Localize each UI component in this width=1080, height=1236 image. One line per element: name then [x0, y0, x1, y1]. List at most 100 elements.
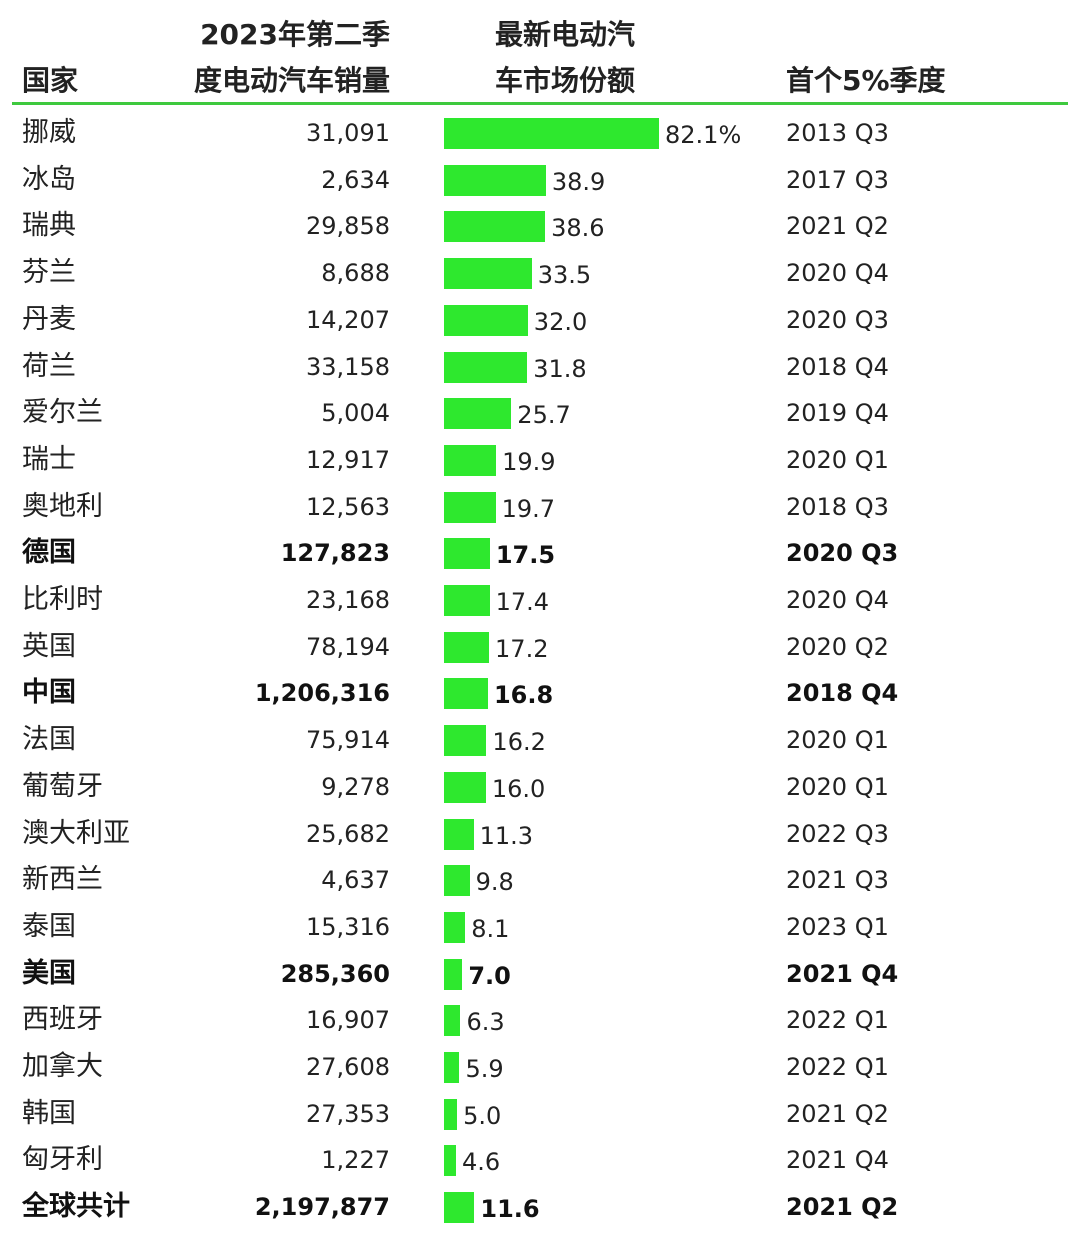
- sales-value: 78,194: [306, 632, 390, 661]
- first-quarter-value: 2020 Q1: [786, 726, 889, 755]
- share-label: 4.6: [462, 1148, 501, 1177]
- first-quarter-value: 2021 Q2: [786, 212, 889, 241]
- first-quarter-value: 2020 Q2: [786, 632, 889, 661]
- sales-value: 25,682: [306, 819, 390, 848]
- country-label: 英国: [22, 630, 76, 662]
- sales-value: 12,563: [306, 492, 390, 521]
- first-quarter-value: 2018 Q3: [786, 492, 889, 521]
- share-label: 11.6: [480, 1195, 540, 1224]
- country-label: 全球共计: [22, 1191, 130, 1223]
- share-bar: [444, 258, 532, 290]
- share-bar: [444, 538, 490, 570]
- table-row: 挪威 31,091 82.1% 2013 Q3: [0, 110, 1080, 157]
- country-label: 荷兰: [22, 350, 76, 382]
- header-country: 国家: [22, 64, 79, 97]
- table-row: 瑞士 12,917 19.9 2020 Q1: [0, 437, 1080, 484]
- first-quarter-value: 2021 Q3: [786, 866, 889, 895]
- share-label: 8.1: [471, 914, 510, 943]
- sales-value: 8,688: [321, 259, 390, 288]
- share-bar: [444, 398, 512, 430]
- sales-value: 12,917: [306, 445, 390, 474]
- country-label: 爱尔兰: [22, 397, 103, 429]
- country-label: 瑞士: [22, 443, 76, 475]
- table-row: 冰岛 2,634 38.9 2017 Q3: [0, 157, 1080, 204]
- share-bar: [444, 491, 496, 523]
- first-quarter-value: 2021 Q4: [786, 959, 899, 988]
- country-label: 冰岛: [22, 163, 76, 195]
- table-row: 芬兰 8,688 33.5 2020 Q4: [0, 250, 1080, 297]
- share-label: 17.5: [495, 541, 556, 570]
- share-label: 5.9: [465, 1055, 504, 1083]
- share-bar: [444, 911, 466, 943]
- share-label: 31.8: [533, 354, 587, 383]
- sales-value: 2,634: [321, 165, 390, 194]
- sales-value: 27,608: [306, 1053, 390, 1081]
- first-quarter-value: 2020 Q1: [786, 445, 889, 474]
- first-quarter-value: 2020 Q4: [786, 259, 889, 288]
- share-bar: [444, 118, 659, 149]
- country-label: 中国: [22, 677, 76, 709]
- sales-value: 1,206,316: [254, 679, 390, 708]
- table-row: 澳大利亚 25,682 11.3 2022 Q3: [0, 811, 1080, 858]
- country-label: 挪威: [22, 117, 76, 148]
- first-quarter-value: 2022 Q3: [786, 819, 889, 848]
- share-bar: [444, 1098, 458, 1130]
- first-quarter-value: 2021 Q2: [786, 1099, 889, 1128]
- sales-value: 14,207: [306, 305, 390, 334]
- share-label: 16.0: [491, 774, 546, 803]
- share-label: 11.3: [479, 821, 534, 850]
- table-row: 法国 75,914 16.2 2020 Q1: [0, 717, 1080, 764]
- share-label: 17.2: [495, 634, 549, 663]
- share-label: 7.0: [468, 961, 511, 990]
- country-label: 韩国: [22, 1097, 76, 1129]
- table-row: 瑞典 29,858 38.6 2021 Q2: [0, 203, 1080, 250]
- header-rule: [12, 102, 1068, 105]
- share-bar: [444, 164, 546, 196]
- first-quarter-value: 2020 Q1: [786, 772, 889, 801]
- sales-value: 1,227: [321, 1146, 390, 1175]
- share-bar: [444, 725, 487, 757]
- header-sales-line2: 度电动汽车销量: [193, 64, 390, 97]
- header-first-quarter: 首个5%季度: [786, 64, 946, 97]
- sales-value: 2,197,877: [254, 1193, 390, 1222]
- first-quarter-value: 2021 Q4: [786, 1146, 889, 1175]
- table-row: 匈牙利 1,227 4.6 2021 Q4: [0, 1137, 1080, 1184]
- table-row: 全球共计 2,197,877 11.6 2021 Q2: [0, 1184, 1080, 1231]
- first-quarter-value: 2020 Q3: [786, 539, 899, 568]
- share-bar: [444, 351, 528, 383]
- country-label: 法国: [22, 724, 76, 756]
- table-row: 荷兰 33,158 31.8 2018 Q4: [0, 344, 1080, 391]
- country-label: 新西兰: [22, 864, 103, 896]
- first-quarter-value: 2021 Q2: [786, 1193, 899, 1222]
- table-row: 奥地利 12,563 19.7 2018 Q3: [0, 484, 1080, 531]
- table-row: 美国 285,360 7.0 2021 Q4: [0, 951, 1080, 998]
- share-label: 9.8: [475, 868, 514, 897]
- country-label: 德国: [22, 537, 76, 569]
- sales-value: 5,004: [321, 399, 390, 428]
- table-row: 比利时 23,168 17.4 2020 Q4: [0, 577, 1080, 624]
- share-bar: [444, 865, 470, 897]
- share-bar: [444, 1052, 460, 1083]
- country-label: 美国: [22, 957, 76, 989]
- country-label: 芬兰: [22, 257, 76, 289]
- first-quarter-value: 2018 Q4: [786, 679, 899, 708]
- first-quarter-value: 2020 Q3: [786, 305, 889, 334]
- table-row: 葡萄牙 9,278 16.0 2020 Q1: [0, 764, 1080, 811]
- share-bar: [444, 444, 497, 476]
- share-label: 38.6: [551, 214, 605, 243]
- first-quarter-value: 2022 Q1: [786, 1053, 889, 1081]
- share-label: 32.0: [533, 307, 588, 336]
- share-bar: [444, 958, 463, 990]
- table-row: 加拿大 27,608 5.9 2022 Q1: [0, 1044, 1080, 1091]
- table-row: 德国 127,823 17.5 2020 Q3: [0, 530, 1080, 577]
- country-label: 澳大利亚: [22, 817, 130, 849]
- table-row: 西班牙 16,907 6.3 2022 Q1: [0, 997, 1080, 1044]
- share-bar: [444, 304, 528, 336]
- header-share-line1: 最新电动汽: [495, 18, 636, 51]
- first-quarter-value: 2018 Q4: [786, 352, 889, 381]
- share-label: 16.2: [492, 728, 546, 757]
- share-label: 5.0: [463, 1101, 502, 1130]
- table-row: 中国 1,206,316 16.8 2018 Q4: [0, 670, 1080, 717]
- share-bar: [444, 771, 486, 803]
